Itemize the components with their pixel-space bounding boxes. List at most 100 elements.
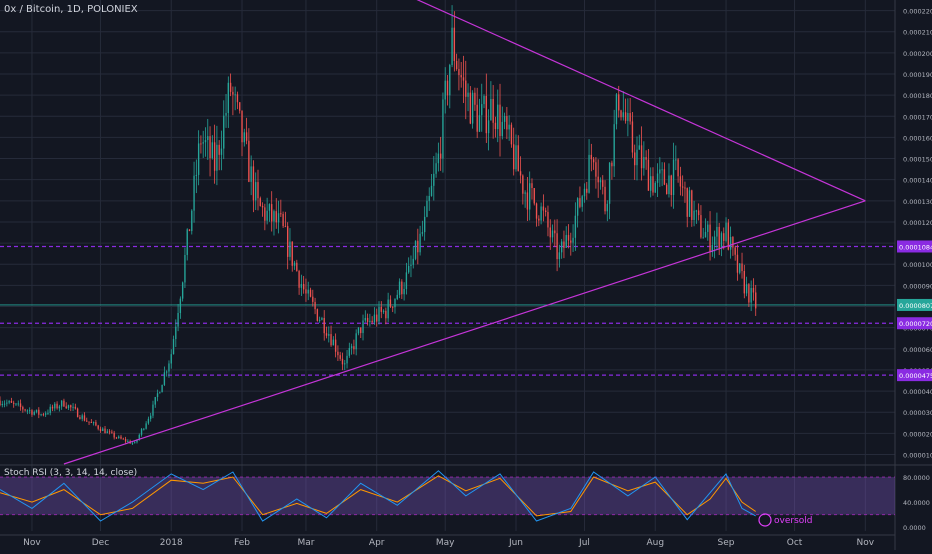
candle-body: [572, 237, 574, 243]
candle-body: [362, 320, 364, 334]
candle-body: [19, 403, 22, 408]
candle-body: [188, 229, 191, 232]
candle-body: [526, 192, 529, 210]
candle-body: [337, 351, 339, 356]
candle-body: [357, 327, 360, 334]
candle-body: [570, 240, 572, 243]
candle-body: [72, 406, 74, 408]
candle-body: [353, 346, 355, 350]
price-label-text: 0.00007209: [899, 320, 932, 328]
candle-body: [586, 188, 588, 193]
candle-body: [686, 188, 688, 217]
candle-body: [510, 124, 513, 145]
candle-body: [595, 162, 597, 177]
candle-body: [33, 412, 35, 415]
candle-body: [656, 173, 659, 183]
candle-body: [314, 301, 316, 310]
candle-body: [321, 318, 323, 320]
candle-body: [636, 149, 638, 166]
candle-body: [282, 213, 284, 227]
candle-body: [159, 392, 161, 394]
candle-body: [410, 264, 412, 266]
candle-body: [574, 215, 577, 238]
candle-body: [414, 240, 417, 259]
candle-body: [725, 222, 727, 241]
candle-body: [200, 143, 202, 145]
x-tick-label: Dec: [92, 538, 109, 548]
candle-body: [659, 169, 661, 174]
candle-body: [355, 333, 357, 350]
candle-body: [63, 400, 65, 407]
candle-body: [225, 113, 227, 116]
candle-body: [220, 148, 223, 155]
candle-body: [218, 144, 220, 155]
candle-body: [483, 95, 485, 105]
candle-body: [364, 317, 366, 321]
y-tick-label: 0.00010000: [903, 261, 932, 269]
candle-body: [629, 113, 631, 122]
y-tick-label: 0.00012000: [903, 219, 932, 227]
y-tick-label: 0.00013000: [903, 198, 932, 206]
candle-body: [732, 237, 734, 248]
candle-body: [307, 289, 309, 294]
candle-body: [234, 94, 236, 96]
x-tick-label: Jun: [508, 538, 523, 548]
x-tick-label: Sep: [718, 538, 735, 548]
candle-body: [668, 175, 670, 195]
candle-body: [700, 215, 702, 238]
candle-body: [42, 414, 45, 416]
price-label-box: [897, 298, 932, 311]
candle-body: [750, 287, 752, 303]
candle-body: [551, 230, 554, 238]
candle-body: [693, 210, 695, 220]
candle-body: [691, 190, 693, 220]
candle-body: [213, 142, 216, 171]
candle-body: [638, 145, 640, 150]
candle-body: [318, 319, 321, 321]
candle-body: [684, 187, 686, 189]
candle-body: [736, 254, 739, 273]
oversold-label: oversold: [774, 516, 812, 526]
candle-body: [3, 403, 6, 405]
candle-body: [494, 122, 497, 130]
candle-body: [481, 104, 483, 116]
candle-body: [542, 206, 545, 211]
candle-body: [394, 299, 396, 308]
candle-body: [741, 263, 743, 271]
candle-body: [341, 358, 344, 365]
candle-body: [197, 143, 200, 175]
candle-body: [711, 244, 714, 253]
candle-body: [392, 306, 394, 308]
candle-body: [560, 241, 563, 253]
candle-body: [729, 237, 732, 250]
candle-body: [179, 298, 182, 313]
candle-body: [204, 140, 207, 143]
candle-body: [743, 270, 745, 294]
candle-body: [563, 241, 565, 248]
candle-body: [145, 423, 147, 429]
candle-body: [681, 186, 684, 188]
candle-body: [67, 405, 70, 409]
candle-body: [611, 162, 613, 167]
candle-body: [328, 334, 330, 336]
candle-body: [634, 152, 636, 166]
candle-body: [449, 65, 451, 96]
candles-group: [0, 5, 757, 446]
candle-body: [291, 241, 293, 266]
candle-body: [177, 312, 179, 327]
candle-body: [423, 216, 426, 233]
candle-body: [152, 404, 154, 416]
candle-body: [524, 192, 526, 194]
candle-body: [24, 409, 26, 411]
candle-body: [181, 282, 184, 299]
candle-body: [615, 94, 618, 125]
candle-body: [51, 406, 54, 409]
candle-body: [618, 94, 620, 111]
candle-body: [713, 236, 716, 245]
candle-body: [417, 240, 419, 253]
indicator-tick-label: 40.0000: [903, 499, 930, 507]
candle-body: [412, 258, 414, 265]
candle-body: [590, 154, 593, 160]
candle-body: [499, 104, 501, 137]
